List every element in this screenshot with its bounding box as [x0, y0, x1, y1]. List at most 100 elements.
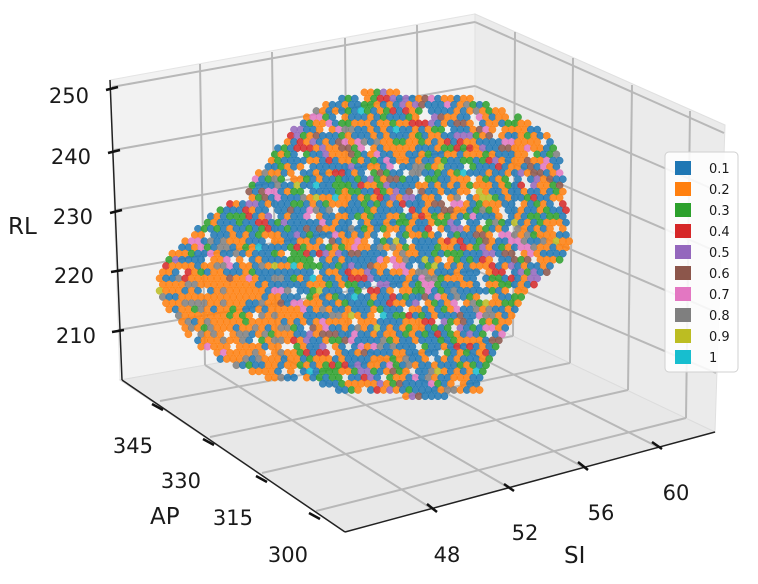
scatter-point — [488, 125, 497, 134]
scatter-point — [514, 113, 522, 122]
scatter-point — [501, 175, 510, 184]
scatter-point — [354, 386, 362, 394]
scatter-point — [402, 367, 410, 376]
scatter-point — [334, 286, 343, 295]
z-tick-label: 240 — [51, 145, 91, 169]
scatter-point — [555, 181, 564, 190]
scatter-point — [482, 100, 490, 109]
x-tick-48 — [426, 503, 438, 513]
scatter-point — [421, 392, 430, 401]
scatter-point — [430, 348, 439, 357]
scatter-point — [462, 386, 471, 394]
scatter-point — [379, 262, 388, 270]
y-axis-label: AP — [150, 504, 180, 530]
scatter-point — [344, 218, 353, 227]
scatter-point — [293, 293, 302, 301]
scatter-point — [203, 342, 212, 351]
scatter-point — [350, 94, 359, 103]
scatter-point — [501, 324, 510, 332]
scatter-point — [395, 169, 404, 177]
scatter-point — [290, 373, 298, 382]
scatter-point — [338, 342, 346, 351]
scatter-point — [411, 299, 420, 308]
scatter-point — [558, 187, 567, 196]
scatter-point — [472, 280, 481, 289]
scatter-point — [222, 342, 231, 351]
scatter-point — [482, 361, 490, 370]
x-tick-56 — [577, 461, 589, 471]
scatter-point — [546, 138, 554, 146]
scatter-point — [379, 386, 388, 394]
scatter-point — [555, 255, 564, 264]
scatter-point — [542, 131, 551, 140]
scatter-point — [466, 119, 474, 128]
scatter-point — [248, 367, 257, 376]
scatter-point — [354, 286, 362, 295]
y-tick-label: 345 — [113, 434, 153, 458]
scatter-point — [302, 212, 311, 221]
y-tick-label: 330 — [161, 469, 201, 493]
scatter-point — [542, 268, 551, 277]
scatter-point — [485, 255, 494, 264]
scatter-point — [296, 324, 305, 332]
scatter-point — [546, 224, 554, 233]
scatter-point — [507, 200, 516, 208]
scatter-point — [530, 280, 538, 289]
scatter-point — [363, 280, 372, 289]
scatter-point — [386, 162, 394, 171]
legend-label: 0.9 — [709, 330, 730, 345]
scatter-point — [434, 392, 442, 401]
scatter-point — [558, 224, 567, 233]
scatter-point — [466, 94, 474, 103]
scatter-point — [370, 231, 378, 239]
scatter-point — [552, 162, 561, 171]
scatter-point — [555, 156, 564, 165]
scatter-point — [507, 311, 516, 320]
scatter-point — [347, 386, 356, 394]
scatter-point — [325, 379, 334, 388]
x-tick-52 — [503, 482, 515, 493]
scatter-point — [366, 386, 375, 394]
scatter-point — [408, 342, 417, 351]
z-tick-240 — [107, 148, 121, 155]
scatter-point — [414, 392, 423, 401]
legend-label: 0.3 — [709, 204, 730, 219]
x-tick-label: 52 — [512, 521, 539, 545]
scatter-point — [421, 355, 430, 363]
scatter-point — [494, 336, 503, 345]
scatter-point — [485, 231, 494, 239]
scatter-point — [562, 243, 570, 252]
scatter-point — [523, 255, 532, 264]
scatter-point — [235, 255, 244, 264]
scatter-point — [437, 200, 446, 208]
tick-labels: 250 240 230 220 210 345 330 315 300 48 5… — [49, 84, 689, 567]
legend-swatch — [675, 161, 691, 175]
scatter-point — [558, 249, 567, 258]
scatter-point — [306, 255, 314, 264]
scatter-point — [382, 231, 391, 239]
legend-swatch — [675, 224, 691, 238]
scatter-point — [450, 299, 458, 308]
scatter-point — [456, 162, 465, 171]
scatter-point — [216, 355, 225, 363]
legend-label: 0.4 — [709, 225, 730, 240]
legend-swatch — [675, 245, 691, 259]
z-tick-label: 250 — [49, 84, 89, 108]
scatter-point — [517, 181, 526, 190]
legend-label: 0.2 — [709, 183, 730, 198]
y-tick-300 — [308, 511, 321, 521]
z-tick-label: 220 — [54, 264, 94, 288]
scatter-point — [514, 175, 522, 184]
scatter-point — [424, 224, 433, 233]
scatter-point — [309, 373, 318, 382]
scatter-point — [501, 113, 510, 122]
scatter-point — [286, 367, 295, 376]
scatter-point — [472, 293, 481, 301]
scatter-point — [277, 373, 286, 382]
scatter-point — [437, 125, 446, 134]
scatter-point — [475, 386, 484, 394]
scatter-point — [341, 386, 350, 394]
y-tick-315 — [255, 474, 268, 484]
